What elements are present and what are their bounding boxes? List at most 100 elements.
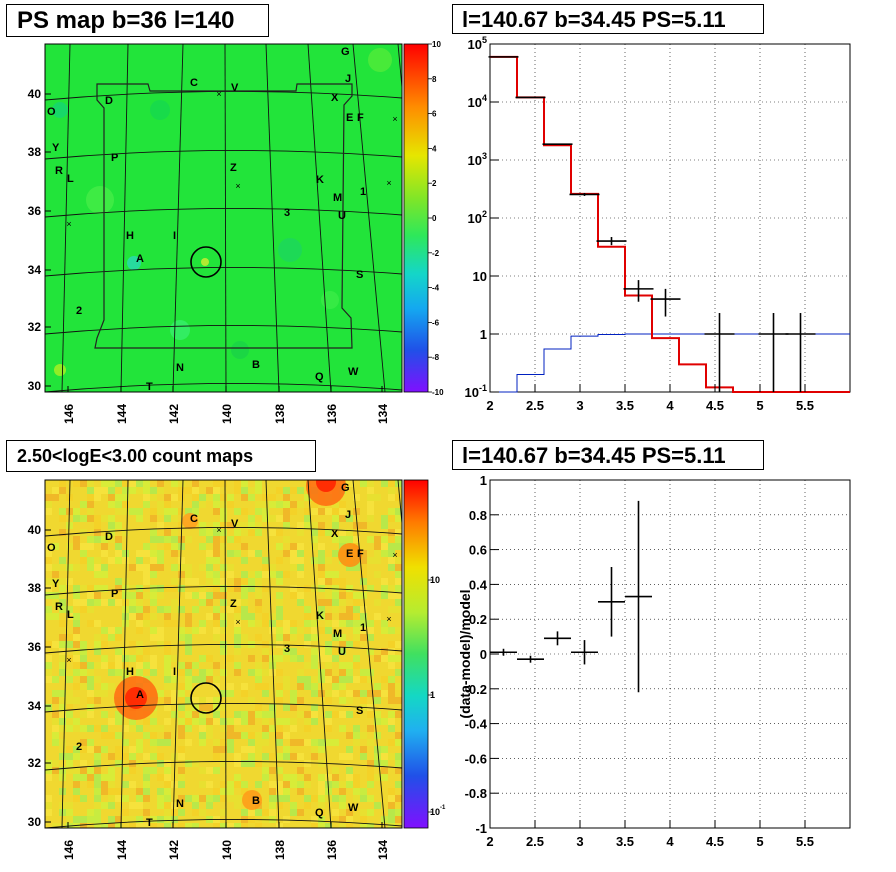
- count-pixel: [220, 494, 227, 501]
- count-pixel: [234, 718, 241, 725]
- count-pixel: [339, 676, 346, 683]
- count-pixel: [192, 501, 199, 508]
- count-pixel: [213, 627, 220, 634]
- count-pixel: [248, 578, 255, 585]
- x-tick-label: 146: [62, 840, 76, 860]
- count-pixel: [332, 648, 339, 655]
- count-pixel: [206, 522, 213, 529]
- count-pixel: [192, 711, 199, 718]
- count-pixel: [108, 669, 115, 676]
- source-cross-marker: ×: [66, 219, 71, 229]
- count-pixel: [381, 767, 388, 774]
- count-pixel: [290, 655, 297, 662]
- count-pixel: [122, 767, 129, 774]
- count-pixel: [136, 480, 143, 487]
- count-pixel: [164, 823, 171, 828]
- count-pixel: [255, 620, 262, 627]
- map-frame: [44, 43, 403, 393]
- count-pixel: [185, 683, 192, 690]
- count-pixel: [213, 823, 220, 828]
- count-pixel: [87, 557, 94, 564]
- count-pixel: [332, 809, 339, 816]
- count-pixel: [115, 501, 122, 508]
- count-pixel: [318, 522, 325, 529]
- count-pixel: [87, 690, 94, 697]
- count-pixel: [115, 634, 122, 641]
- count-pixel: [374, 683, 381, 690]
- count-pixel: [388, 550, 395, 557]
- count-pixel: [129, 725, 136, 732]
- count-pixel: [94, 823, 101, 828]
- count-pixel: [241, 599, 248, 606]
- count-pixel: [269, 704, 276, 711]
- count-pixel: [66, 564, 73, 571]
- count-pixel: [339, 823, 346, 828]
- count-pixel: [311, 676, 318, 683]
- count-pixel: [339, 620, 346, 627]
- count-pixel: [367, 585, 374, 592]
- count-pixel: [374, 655, 381, 662]
- count-pixel: [150, 655, 157, 662]
- source-label: C: [190, 513, 198, 525]
- source-label: Y: [52, 578, 60, 590]
- count-pixel: [241, 760, 248, 767]
- count-pixel: [339, 508, 346, 515]
- count-pixel: [192, 823, 199, 828]
- count-pixel: [227, 739, 234, 746]
- count-pixel: [73, 725, 80, 732]
- count-pixel: [325, 739, 332, 746]
- count-pixel: [388, 487, 395, 494]
- count-pixel: [178, 732, 185, 739]
- count-pixel: [241, 522, 248, 529]
- count-pixel: [45, 809, 52, 816]
- count-pixel: [143, 501, 150, 508]
- count-pixel: [213, 606, 220, 613]
- count-pixel: [108, 795, 115, 802]
- count-pixel: [143, 550, 150, 557]
- count-pixel: [94, 795, 101, 802]
- count-pixel: [227, 690, 234, 697]
- count-pixel: [283, 655, 290, 662]
- x-tick-label: 138: [273, 404, 287, 424]
- count-pixel: [381, 550, 388, 557]
- count-pixel: [185, 669, 192, 676]
- count-pixel: [234, 760, 241, 767]
- count-pixel: [150, 725, 157, 732]
- count-pixel: [178, 480, 185, 487]
- count-pixel: [395, 816, 402, 823]
- count-pixel: [304, 781, 311, 788]
- count-pixel: [52, 578, 59, 585]
- y-tick-label: 40: [28, 523, 42, 537]
- count-pixel: [325, 725, 332, 732]
- count-pixel: [367, 823, 374, 828]
- count-pixel: [381, 690, 388, 697]
- count-pixel: [143, 578, 150, 585]
- count-pixel: [101, 788, 108, 795]
- count-pixel: [94, 767, 101, 774]
- count-pixel: [283, 676, 290, 683]
- count-pixel: [227, 725, 234, 732]
- count-pixel: [178, 753, 185, 760]
- count-pixel: [339, 753, 346, 760]
- source-label: Q: [315, 371, 324, 383]
- x-tick-label: 138: [273, 840, 287, 860]
- count-pixel: [185, 718, 192, 725]
- count-pixel: [199, 697, 206, 704]
- count-pixel: [143, 823, 150, 828]
- map-texture: [170, 320, 190, 340]
- source-label: N: [176, 798, 184, 810]
- count-pixel: [353, 508, 360, 515]
- count-pixel: [367, 676, 374, 683]
- count-pixel: [262, 767, 269, 774]
- count-pixel: [108, 536, 115, 543]
- count-pixel: [115, 592, 122, 599]
- source-hotspot: [242, 790, 262, 810]
- count-pixel: [276, 592, 283, 599]
- count-pixel: [297, 599, 304, 606]
- count-pixel: [157, 774, 164, 781]
- count-pixel: [143, 781, 150, 788]
- count-pixel: [346, 620, 353, 627]
- count-pixel: [94, 564, 101, 571]
- count-pixel: [52, 711, 59, 718]
